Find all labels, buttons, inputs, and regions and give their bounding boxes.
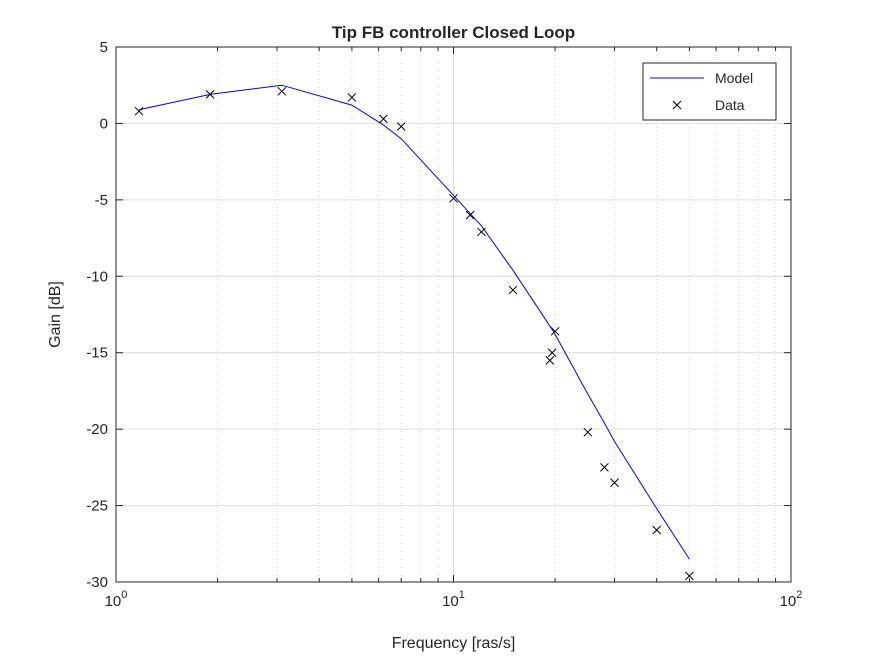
data-marker-stroke (610, 478, 619, 487)
legend-box (642, 62, 777, 121)
legend-model-label: Model (715, 70, 753, 86)
legend: Model Data (642, 62, 777, 121)
ticks: 100 101 102 5 0 -5 -10 -15 -20 -25 -30 (86, 39, 802, 610)
data-point (545, 356, 555, 365)
y-axis-label: Gain [dB] (47, 281, 64, 348)
x-tick-label: 102 (780, 589, 803, 610)
data-marker-stroke (277, 86, 287, 96)
data-marker-stroke (508, 285, 518, 295)
y-tick-label: -15 (86, 345, 108, 362)
data-point (600, 463, 609, 472)
y-tick-label: -30 (86, 574, 108, 591)
legend-data-marker (672, 100, 682, 110)
data-marker-stroke (347, 93, 357, 102)
data-point (547, 348, 557, 358)
y-tick-label: -5 (95, 192, 108, 209)
data-point (583, 427, 593, 437)
data-point (379, 114, 388, 124)
data-marker-stroke (134, 106, 144, 116)
y-tick-label: 5 (100, 39, 108, 56)
data-marker-stroke (547, 348, 557, 358)
y-tick-label: 0 (100, 115, 108, 132)
x-axis-label: Frequency [ras/s] (392, 635, 516, 652)
data-marker-stroke (550, 326, 560, 336)
data-point (477, 227, 486, 237)
data-marker-stroke (600, 463, 609, 472)
y-tick-label: -10 (86, 268, 108, 285)
model-line (138, 84, 690, 560)
data-marker-stroke (477, 227, 486, 237)
x-tick-label: 101 (442, 589, 465, 610)
chart-title: Tip FB controller Closed Loop (332, 23, 575, 42)
data-point (652, 525, 662, 535)
data-point (449, 193, 458, 203)
data-point (205, 90, 215, 99)
data-point (277, 86, 287, 96)
series-layer (134, 84, 694, 581)
data-point (347, 93, 357, 102)
data-marker-stroke (583, 427, 593, 437)
data-marker-stroke (465, 210, 475, 220)
data-point (508, 285, 518, 295)
x-tick-label: 100 (105, 589, 128, 610)
data-marker-stroke (545, 356, 555, 365)
data-marker-stroke (396, 122, 406, 131)
data-marker-stroke (652, 525, 662, 535)
legend-data-label: Data (715, 97, 745, 113)
data-point (134, 106, 144, 116)
data-marker-stroke (379, 114, 388, 124)
data-point (465, 210, 475, 220)
data-marker-stroke (205, 90, 215, 99)
data-point (396, 122, 406, 131)
data-marker-stroke (685, 571, 694, 581)
y-tick-label: -25 (86, 498, 108, 515)
y-tick-label: -20 (86, 421, 108, 438)
data-point (610, 478, 619, 487)
data-point (685, 571, 694, 581)
data-marker-stroke (449, 193, 458, 203)
data-point (550, 326, 560, 336)
